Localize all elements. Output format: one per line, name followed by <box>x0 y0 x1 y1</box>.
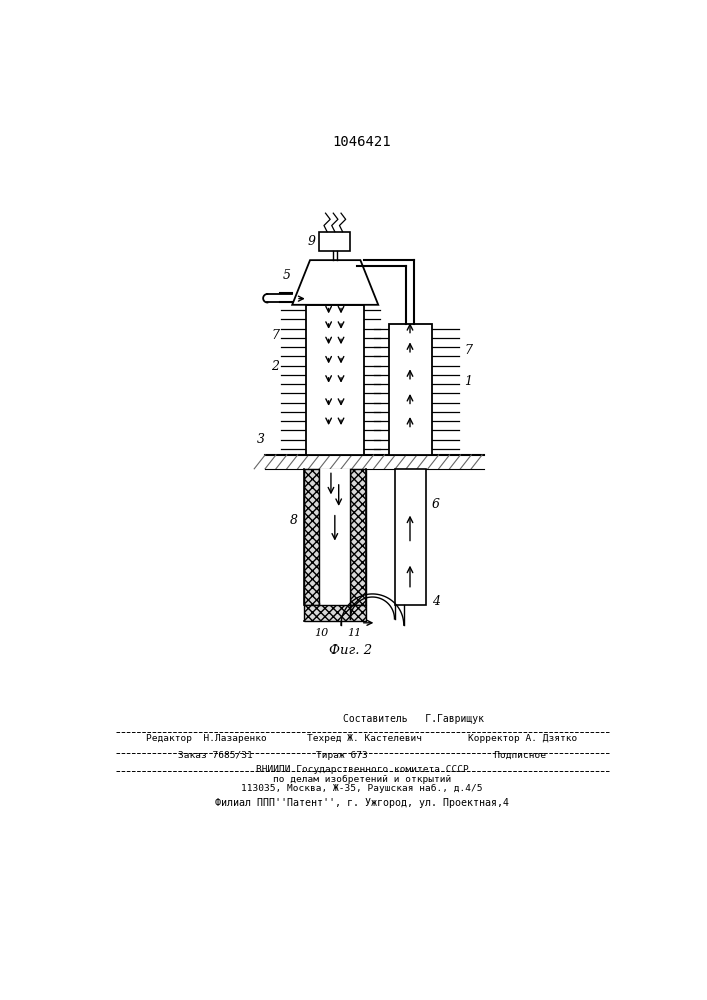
Polygon shape <box>292 260 378 305</box>
Bar <box>395 469 426 605</box>
Text: Редактор  Н.Лазаренко       Техред Ж. Кастелевич        Корректор А. Дзятко: Редактор Н.Лазаренко Техред Ж. Кастелеви… <box>146 734 578 743</box>
Bar <box>320 232 351 251</box>
Text: 4: 4 <box>432 595 440 608</box>
Text: 8: 8 <box>290 514 298 527</box>
Text: 113035, Москва, Ж-35, Раушская наб., д.4/5: 113035, Москва, Ж-35, Раушская наб., д.4… <box>241 784 483 793</box>
Bar <box>306 305 364 455</box>
Text: ВНИИПИ Государственного комитета СССР: ВНИИПИ Государственного комитета СССР <box>255 765 468 774</box>
Bar <box>320 469 351 605</box>
Text: Заказ 7685/31           Тираж 673                      Подписное: Заказ 7685/31 Тираж 673 Подписное <box>178 751 546 760</box>
Text: по делам изобретений и открытий: по делам изобретений и открытий <box>273 774 451 784</box>
Text: 5: 5 <box>283 269 291 282</box>
Text: 1046421: 1046421 <box>332 135 391 149</box>
Text: Фиг. 2: Фиг. 2 <box>329 644 372 657</box>
Text: 10: 10 <box>314 628 328 638</box>
Text: 7: 7 <box>464 344 472 358</box>
Text: Филиал ППП''Патент'', г. Ужгород, ул. Проектная,4: Филиал ППП''Патент'', г. Ужгород, ул. Пр… <box>215 798 509 808</box>
Bar <box>389 324 432 455</box>
Text: 2: 2 <box>271 360 279 373</box>
Bar <box>304 605 366 620</box>
Text: 7: 7 <box>271 329 279 342</box>
Text: 11: 11 <box>347 628 361 638</box>
Text: 3: 3 <box>257 433 265 446</box>
Text: 9: 9 <box>308 235 315 248</box>
Bar <box>351 469 366 605</box>
Text: 6: 6 <box>432 498 440 512</box>
Text: 1: 1 <box>464 375 472 388</box>
Text: Составитель   Г.Гаврищук: Составитель Г.Гаврищук <box>344 714 484 724</box>
Bar <box>304 469 320 605</box>
